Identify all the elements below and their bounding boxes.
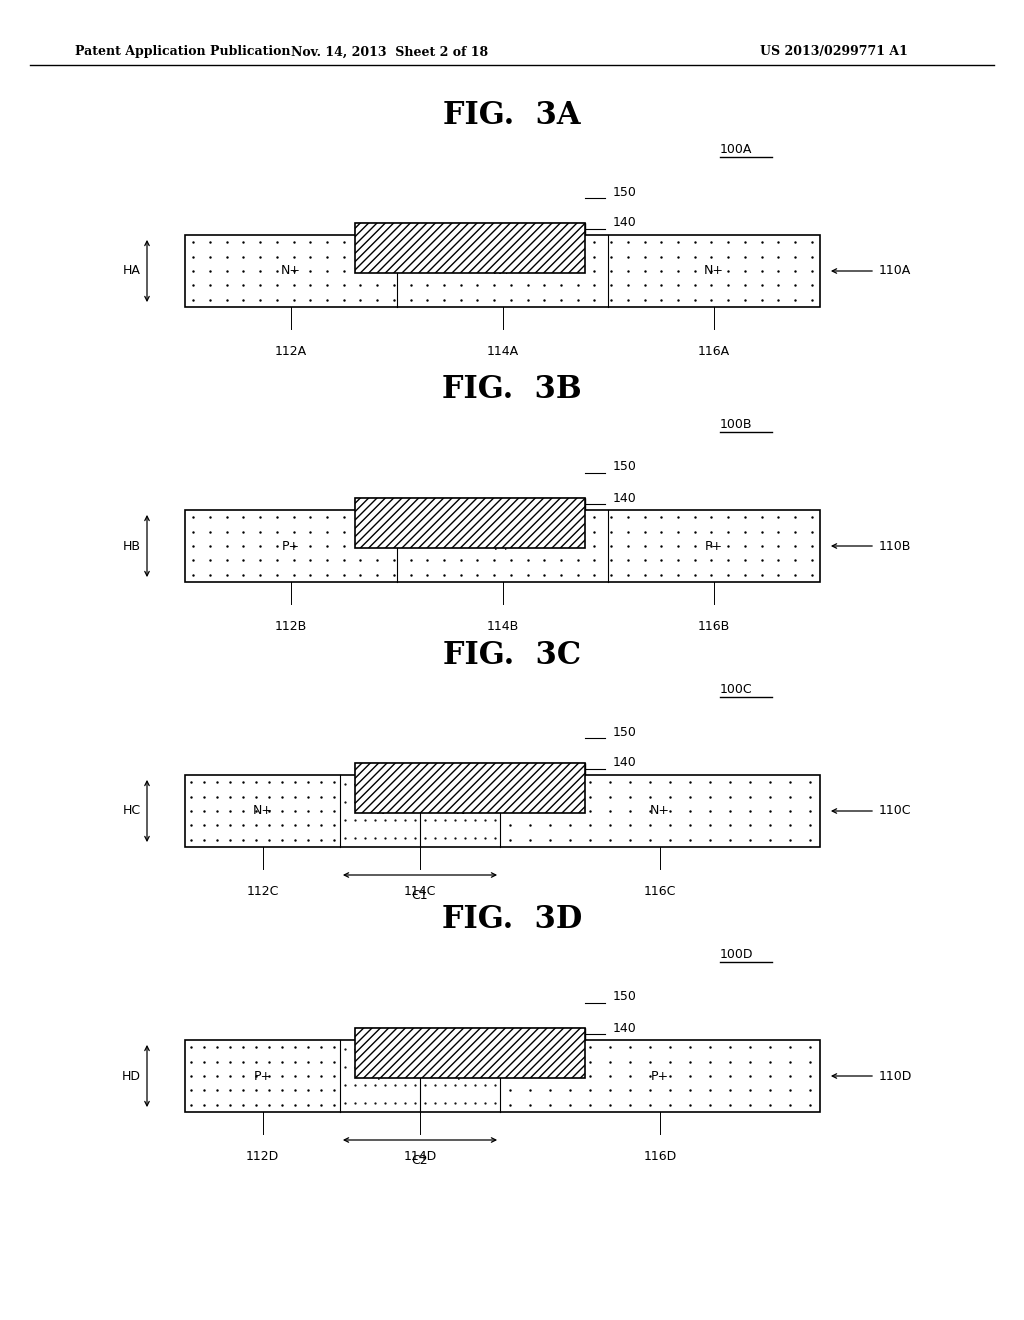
Bar xyxy=(355,223,585,273)
Text: 100A: 100A xyxy=(720,143,753,156)
Text: Patent Application Publication: Patent Application Publication xyxy=(75,45,291,58)
Text: P+: P+ xyxy=(494,540,512,553)
Text: 110B: 110B xyxy=(879,540,911,553)
Bar xyxy=(355,763,585,813)
Text: 140: 140 xyxy=(613,216,637,230)
Text: HB: HB xyxy=(123,540,141,553)
Text: N: N xyxy=(376,804,385,817)
Text: Nov. 14, 2013  Sheet 2 of 18: Nov. 14, 2013 Sheet 2 of 18 xyxy=(292,45,488,58)
Text: P: P xyxy=(376,1069,384,1082)
Text: HD: HD xyxy=(122,1069,141,1082)
Text: 110D: 110D xyxy=(879,1069,912,1082)
Bar xyxy=(185,510,820,582)
Bar xyxy=(355,763,585,775)
Text: P+: P+ xyxy=(651,1069,669,1082)
Text: 100D: 100D xyxy=(720,948,754,961)
Bar xyxy=(185,235,820,308)
Text: 110A: 110A xyxy=(879,264,911,277)
Text: P+: P+ xyxy=(282,540,300,553)
Text: 140: 140 xyxy=(613,1022,637,1035)
Text: 140: 140 xyxy=(613,756,637,770)
Text: 150: 150 xyxy=(613,186,637,198)
Text: 100B: 100B xyxy=(720,418,753,432)
Text: 112D: 112D xyxy=(246,1150,280,1163)
Text: FIG.  3D: FIG. 3D xyxy=(442,904,582,936)
Bar xyxy=(355,498,585,548)
Text: N+: N+ xyxy=(281,264,301,277)
Text: 114A: 114A xyxy=(486,345,518,358)
Text: 116C: 116C xyxy=(644,884,676,898)
Text: 114C: 114C xyxy=(403,884,436,898)
Text: FIG.  3B: FIG. 3B xyxy=(442,375,582,405)
Text: HC: HC xyxy=(123,804,141,817)
Bar xyxy=(355,498,585,510)
Text: N: N xyxy=(456,804,465,817)
Text: N+: N+ xyxy=(493,264,512,277)
Text: 140: 140 xyxy=(613,491,637,504)
Text: P+: P+ xyxy=(706,540,723,553)
Text: 150: 150 xyxy=(613,990,637,1003)
Text: HA: HA xyxy=(123,264,141,277)
Text: C1: C1 xyxy=(412,888,428,902)
Text: 112A: 112A xyxy=(274,345,307,358)
Text: 116A: 116A xyxy=(698,345,730,358)
Text: FIG.  3A: FIG. 3A xyxy=(443,99,581,131)
Text: N+: N+ xyxy=(705,264,724,277)
Text: 100C: 100C xyxy=(720,682,753,696)
Text: US 2013/0299771 A1: US 2013/0299771 A1 xyxy=(760,45,908,58)
Bar xyxy=(185,775,820,847)
Text: 116B: 116B xyxy=(698,620,730,634)
Text: 110C: 110C xyxy=(879,804,911,817)
Bar xyxy=(355,1028,585,1078)
Bar xyxy=(355,1028,585,1040)
Bar xyxy=(355,223,585,235)
Text: N+: N+ xyxy=(650,804,670,817)
Text: P+: P+ xyxy=(253,1069,271,1082)
Text: 116D: 116D xyxy=(643,1150,677,1163)
Text: 114D: 114D xyxy=(403,1150,436,1163)
Text: 112B: 112B xyxy=(274,620,307,634)
Text: C2: C2 xyxy=(412,1154,428,1167)
Text: 150: 150 xyxy=(613,461,637,474)
Text: P: P xyxy=(457,1069,464,1082)
Bar xyxy=(185,1040,820,1111)
Text: 112C: 112C xyxy=(247,884,279,898)
Text: 150: 150 xyxy=(613,726,637,738)
Text: 114B: 114B xyxy=(486,620,518,634)
Text: N+: N+ xyxy=(253,804,272,817)
Text: FIG.  3C: FIG. 3C xyxy=(443,639,581,671)
